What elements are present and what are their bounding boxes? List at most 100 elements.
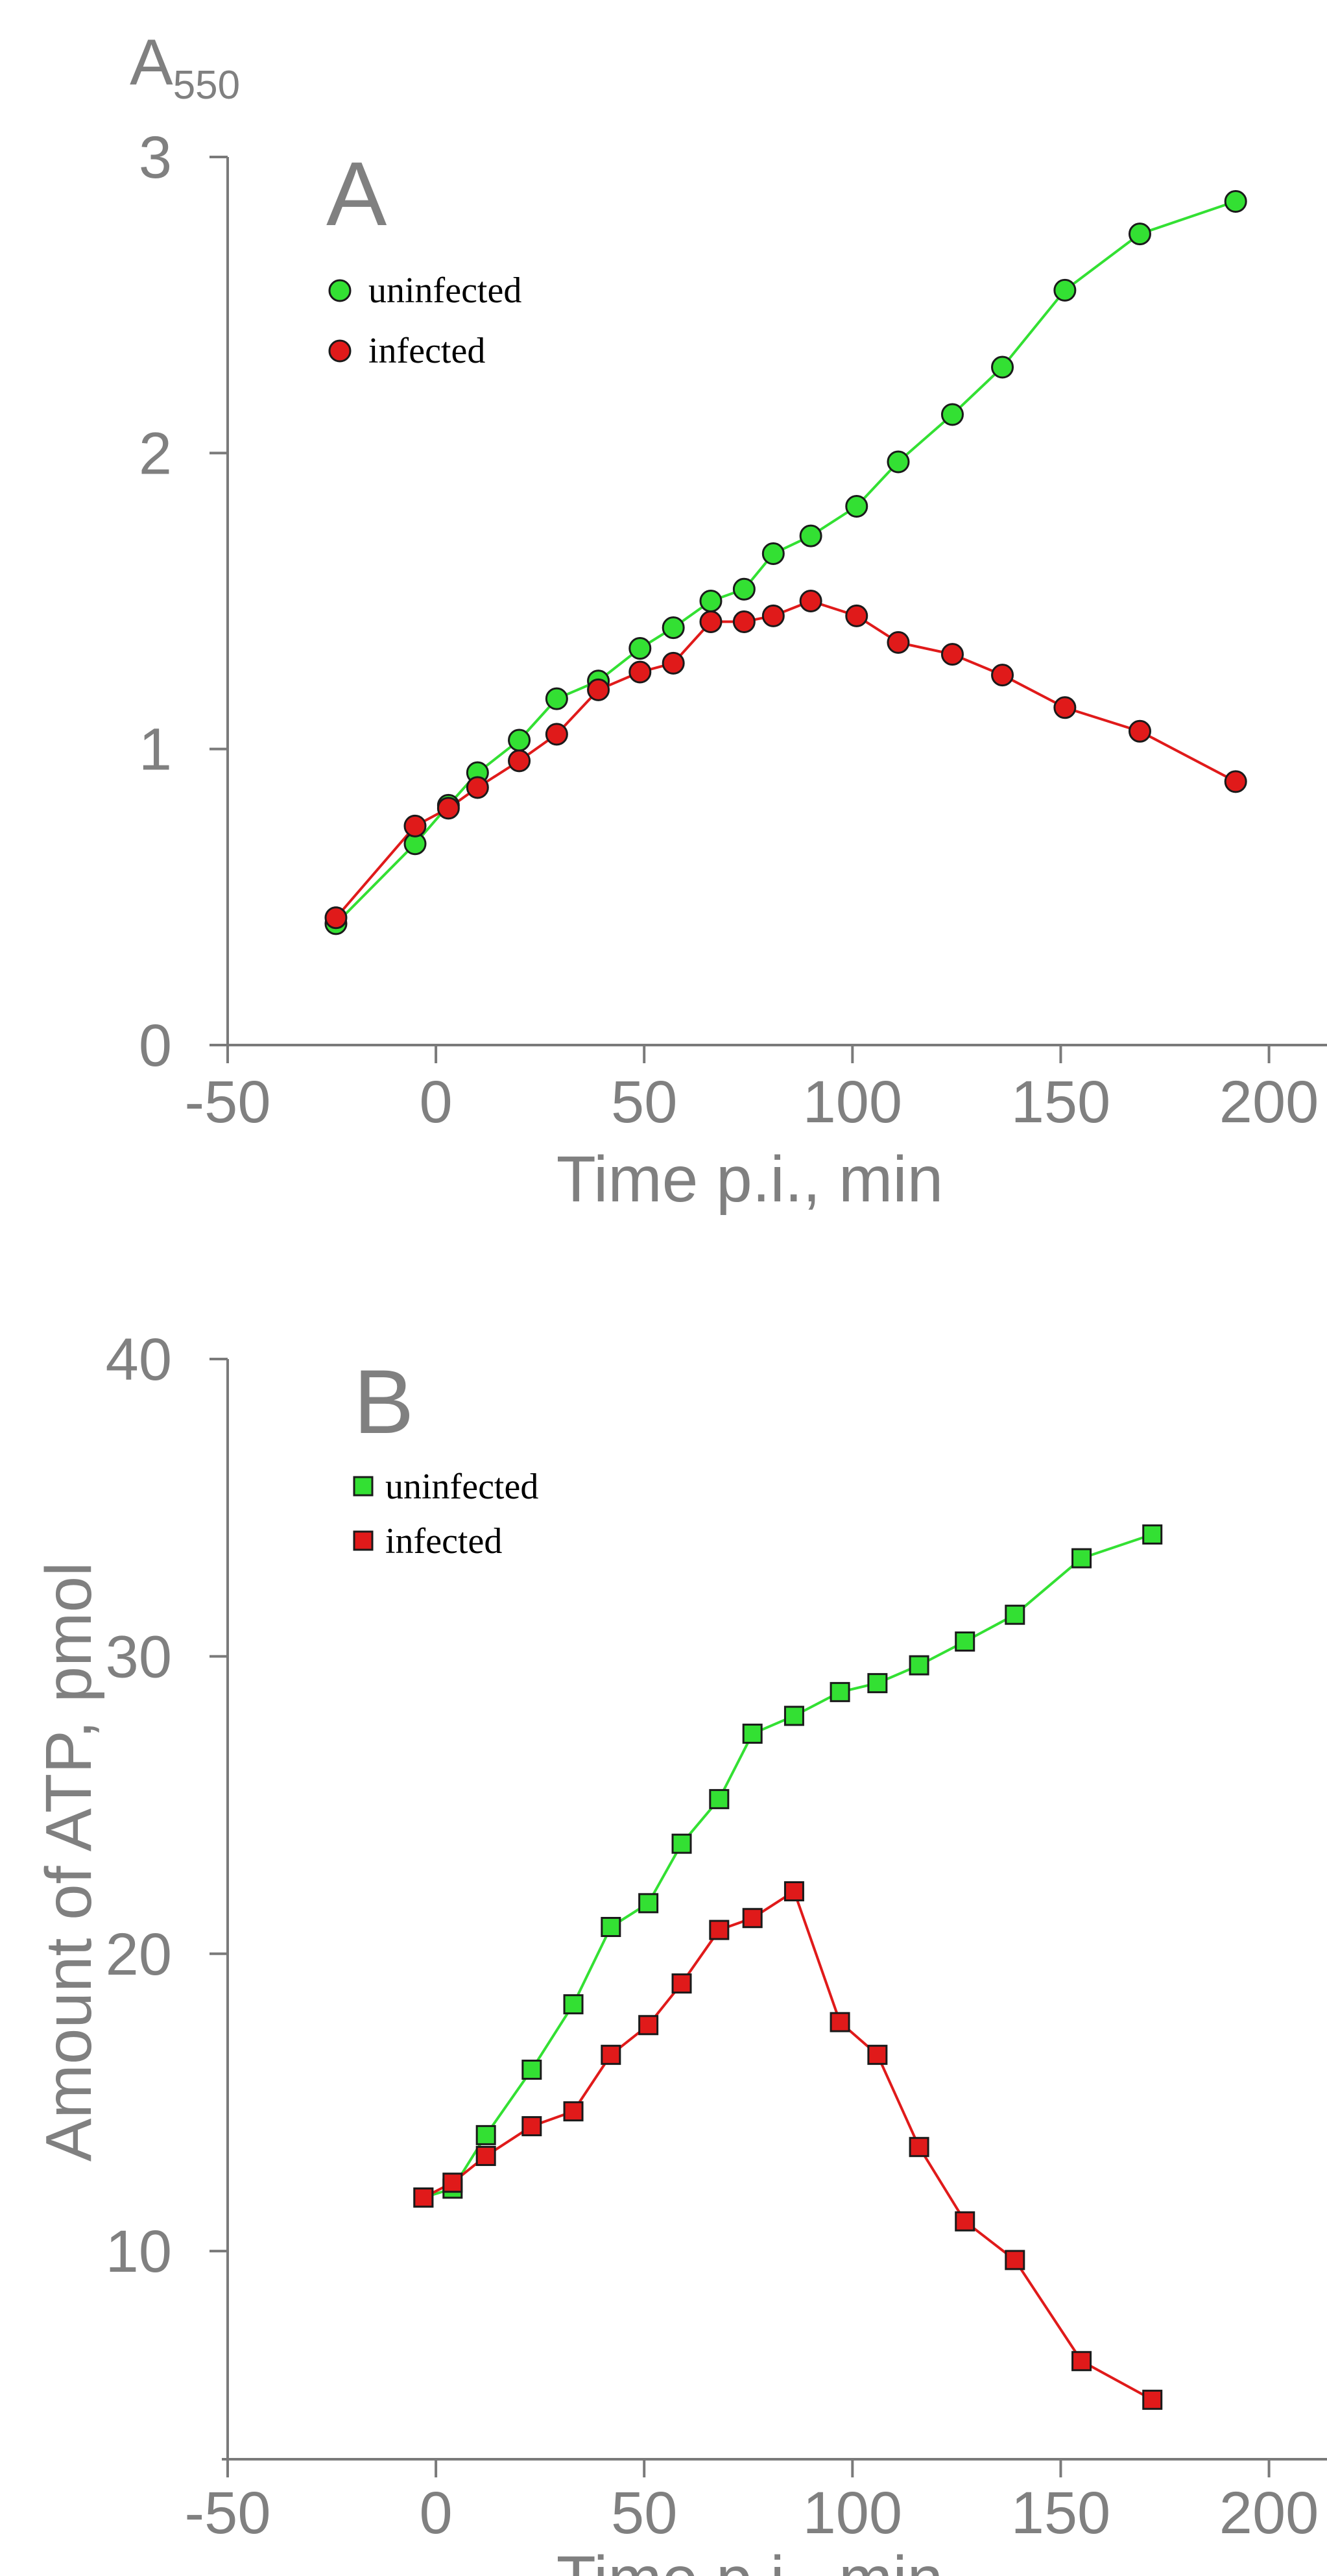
panel-b-letter: B [353, 1351, 414, 1452]
panel-a-series-uninfected-point [1224, 189, 1247, 213]
panel-a-series-infected-point [508, 749, 531, 773]
panel-b-y-axis-title: Amount of ATP, pmol [32, 1562, 105, 2162]
panel-b-series-infected-point [742, 1908, 763, 1929]
panel-b-legend-infected-label: infected [385, 1521, 502, 1561]
panel-b-series-infected-point [413, 2187, 434, 2208]
panel-a-series-infected-point [845, 604, 868, 627]
panel-b-x-tick-label: -50 [185, 2480, 271, 2546]
panel-a-series-infected-point [403, 814, 427, 837]
panel-a-series-infected-point [761, 604, 785, 627]
panel-b-ticks: 10 20 30 40 -50 0 50 100 150 200 [106, 1327, 1319, 2546]
panel-b-series-infected-point [442, 2173, 463, 2193]
panel-b-series-uninfected-point [867, 1673, 888, 1694]
panel-b-series-uninfected-line [423, 1533, 1153, 2199]
panel-b-series-uninfected-point [1005, 1604, 1025, 1625]
panel-b-x-tick-label: 200 [1219, 2480, 1319, 2546]
panel-b-series-uninfected-point [955, 1631, 975, 1652]
panel-a-x-tick-label: 200 [1219, 1069, 1319, 1135]
panel-b-x-tick-label: 100 [803, 2480, 903, 2546]
panel-b-y-tick-label: 20 [106, 1921, 172, 1988]
panel-b-series-uninfected-point [909, 1655, 929, 1676]
panel-a-y-tick-label: 1 [139, 717, 172, 783]
panel-a-series-infected-point [545, 723, 568, 746]
panel-a-series-uninfected-point [887, 450, 910, 474]
panel-b-plot-area [413, 1524, 1163, 2410]
panel-a-series-uninfected-point [732, 577, 756, 601]
panel-a-y-axis-title-main: A [130, 26, 173, 99]
panel-a-x-tick-label: 100 [803, 1069, 903, 1135]
panel-b-x-tick-label: 150 [1011, 2480, 1111, 2546]
panel-b-x-tick-label: 0 [420, 2480, 453, 2546]
panel-a-legend-uninfected-label: uninfected [368, 271, 521, 311]
panel-a-series-uninfected-point [662, 616, 685, 640]
panel-b-series-uninfected-point [709, 1788, 730, 1809]
panel-b-series-infected-point [521, 2116, 542, 2137]
panel-a-series-uninfected-point [508, 728, 531, 752]
panel-a-y-axis-title-subscript: 550 [173, 63, 240, 108]
panel-b-series-infected-point [601, 2045, 621, 2065]
panel-a-series-uninfected-point [628, 637, 652, 660]
panel-b-series-infected-point [671, 1973, 692, 1994]
panel-b-series-uninfected-point [1142, 1524, 1163, 1545]
panel-b-series-infected-point [638, 2015, 659, 2036]
panel-b-series-infected-line [422, 1889, 1153, 2401]
panel-a-x-tick-label: -50 [185, 1069, 271, 1135]
panel-a-series-uninfected-point [1128, 223, 1151, 246]
panel-b-legend-uninfected-marker [353, 1476, 374, 1497]
panel-b-series-uninfected-point [563, 1994, 584, 2015]
panel-b-series-infected-point [830, 2012, 850, 2032]
panel-b-x-tick-label: 50 [611, 2480, 677, 2546]
panel-a-series-infected-point [436, 797, 460, 820]
panel-a-series-infected-point [991, 664, 1014, 687]
panel-b-series-infected-point [909, 2137, 929, 2158]
panel-a-x-tick-label: 150 [1011, 1069, 1111, 1135]
panel-a-series-infected-point [466, 776, 489, 799]
panel-b-series-infected-point [867, 2045, 888, 2065]
panel-a-series-uninfected-point [699, 590, 723, 612]
panel-a-series-infected-point [1224, 770, 1247, 793]
panel-a-series-infected-point [732, 610, 756, 633]
panel-b-series-infected-point [709, 1920, 730, 1940]
panel-b-series-infected-point [783, 1881, 804, 1901]
panel-a-series-uninfected-point [799, 524, 822, 548]
panel-a-series-infected-point [799, 590, 822, 612]
panel-b-y-tick-label: 30 [106, 1624, 172, 1690]
panel-a-series-infected-point [887, 631, 910, 654]
panel-b-x-axis-title: Time p.i., min [556, 2543, 943, 2576]
panel-a-legend-infected-marker [328, 339, 352, 363]
panel-a-series-infected-point [587, 678, 610, 701]
panel-b-series-uninfected-point [742, 1724, 763, 1744]
panel-b-series-uninfected-point [475, 2125, 496, 2145]
panel-a-legend-infected-label: infected [368, 331, 485, 371]
panel-a-series-uninfected-point [545, 687, 568, 710]
panel-b-series-infected-point [1142, 2389, 1163, 2410]
panel-a-series-infected-point [1053, 696, 1077, 719]
panel-b-series-infected-point [475, 2145, 496, 2166]
panel-b-series-uninfected-point [671, 1833, 692, 1854]
panel-b-series-uninfected-point [1071, 1548, 1092, 1569]
panel-b-legend: uninfected infected [353, 1467, 538, 1561]
panel-a-series-uninfected-point [1053, 278, 1077, 302]
panel-b-series-infected-point [1005, 2250, 1025, 2270]
panel-b-series-uninfected-point [601, 1917, 621, 1938]
panel-b-y-tick-label: 10 [106, 2219, 172, 2285]
panel-b-legend-uninfected-label: uninfected [385, 1467, 538, 1507]
panel-b: 10 20 30 40 -50 0 50 100 150 200 Amount of ATP, p… [32, 1327, 1327, 2576]
panel-b-series-uninfected-point [521, 2060, 542, 2080]
panel-a-series-infected-point [628, 660, 652, 684]
panel-a-series-infected-point [662, 651, 685, 675]
panel-a-y-tick-label: 0 [139, 1013, 172, 1079]
panel-a-series-uninfected-point [761, 542, 785, 565]
panel-a-legend-uninfected-marker [328, 279, 352, 302]
panel-a-series-infected-point [324, 906, 348, 930]
panel-a-series-infected-point [699, 610, 723, 633]
panel-a-plot-area [324, 189, 1247, 935]
panel-b-series-uninfected-point [638, 1893, 659, 1914]
panel-b-series-infected-point [955, 2211, 975, 2232]
panel-a-y-tick-label: 3 [139, 125, 172, 191]
panel-b-series-infected-point [1071, 2351, 1092, 2372]
panel-a-series-infected-line [335, 599, 1237, 919]
